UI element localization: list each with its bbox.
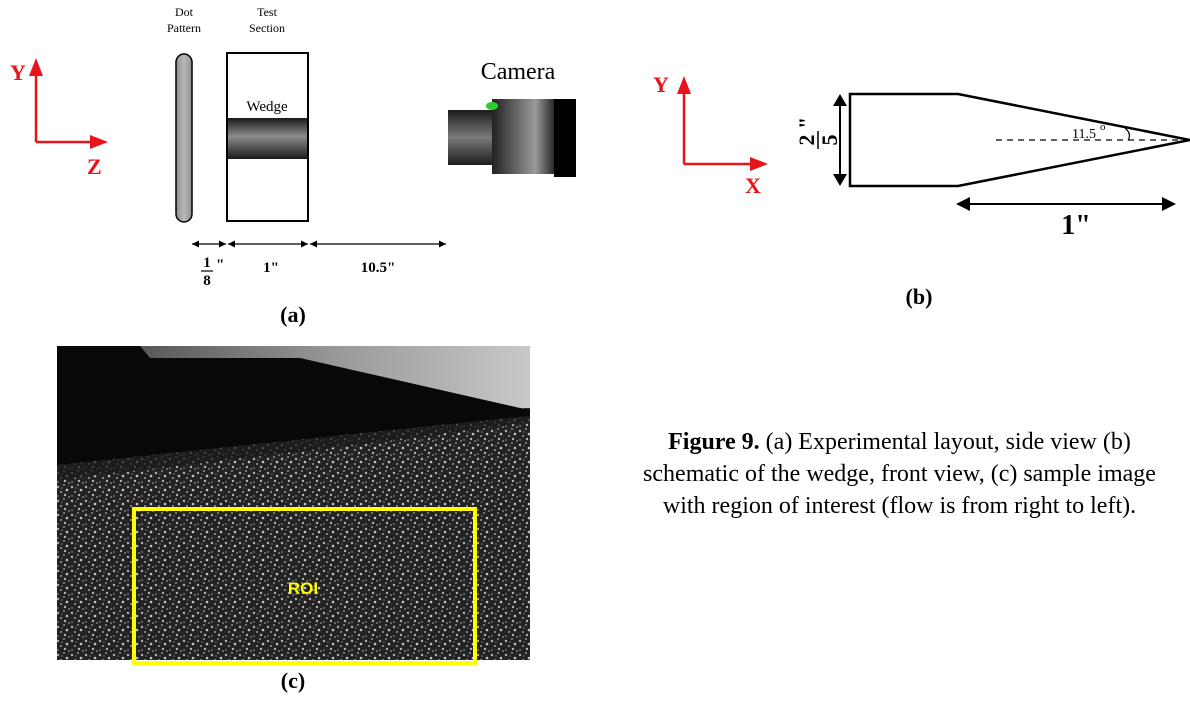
angle-degree: o <box>1100 121 1106 133</box>
dim-dot-unit: " <box>216 257 224 273</box>
dot-pattern-plate <box>175 53 193 223</box>
panel-a-diagram: Y Z Dot Pattern Test Section Wedge Camer… <box>10 5 576 327</box>
panel-c-image: ROI (c) <box>57 346 530 693</box>
test-section-label-2: Section <box>249 21 285 35</box>
figure-caption: Figure 9. (a) Experimental layout, side … <box>627 426 1172 522</box>
caption-text: (a) Experimental layout, side view (b) s… <box>643 429 1156 519</box>
panel-b-diagram: Y X 11.5 o 2 5 " 1" (b) <box>653 72 1190 309</box>
panel-c-tag: (c) <box>281 668 305 693</box>
y-axis-label: Y <box>10 60 26 85</box>
dim-dot-numerator: 1 <box>203 255 211 271</box>
dim-dot-denominator: 8 <box>203 273 211 289</box>
panel-c: ROI (c) <box>0 330 600 701</box>
camera-icon <box>448 99 576 177</box>
dimension-lines <box>192 240 446 248</box>
roi-box <box>132 507 477 665</box>
height-dim-denominator: 5 <box>817 135 842 146</box>
dim-section: 1" <box>263 260 279 276</box>
panel-a-tag: (a) <box>280 302 306 327</box>
z-axis-label: Z <box>87 154 102 179</box>
wedge-label: Wedge <box>246 99 288 115</box>
angle-value: 11.5 <box>1072 127 1096 142</box>
dot-pattern-label-2: Pattern <box>167 21 201 35</box>
dim-camera: 10.5" <box>361 260 396 276</box>
roi-label: ROI <box>288 579 318 598</box>
length-dim: 1" <box>1061 210 1091 241</box>
wedge-body <box>228 118 307 159</box>
axes-a: Y Z <box>10 58 108 179</box>
camera-label: Camera <box>481 59 556 85</box>
dot-pattern-label-1: Dot <box>175 5 194 19</box>
test-section-label-1: Test <box>257 5 277 19</box>
axes-b: Y X <box>653 72 768 198</box>
x-axis-label-b: X <box>745 173 761 198</box>
height-dim-numerator: 2 <box>794 135 819 146</box>
panel-b-tag: (b) <box>906 284 933 309</box>
panel-b: Y X 11.5 o 2 5 " 1" (b) <box>600 0 1190 330</box>
height-dim-label: 2 5 " <box>794 117 842 149</box>
y-axis-label-b: Y <box>653 72 669 97</box>
angle-arc <box>1124 127 1131 141</box>
height-dim-unit: " <box>794 117 819 129</box>
figure-number: Figure 9. <box>668 429 760 455</box>
panel-a: Y Z Dot Pattern Test Section Wedge Camer… <box>0 0 600 330</box>
sample-photo <box>57 346 530 660</box>
